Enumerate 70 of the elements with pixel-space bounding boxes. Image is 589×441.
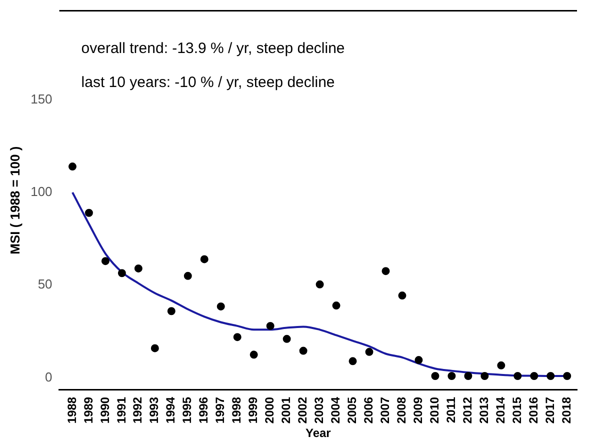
x-tick-label: 1996 <box>196 396 211 424</box>
x-tick-label: 2000 <box>262 396 277 424</box>
x-tick-label: 2006 <box>362 396 376 424</box>
point <box>332 302 340 310</box>
point <box>150 344 159 352</box>
x-tick-label: 2003 <box>312 396 326 424</box>
x-tick-label: 1994 <box>164 396 178 424</box>
x-tick-label: 1989 <box>81 396 96 424</box>
x-tick-label: 2012 <box>460 396 474 424</box>
x-tick-label: 2014 <box>493 396 508 424</box>
x-tick-label: 2011 <box>444 396 458 423</box>
point <box>464 372 472 380</box>
point <box>282 334 291 343</box>
x-tick-label: 2013 <box>476 396 491 424</box>
x-tick-label: 2001 <box>279 396 294 424</box>
y-tick-label: 0 <box>45 369 52 384</box>
x-tick-label: 1990 <box>98 396 112 424</box>
y-tick-label: 100 <box>30 184 52 200</box>
point <box>118 269 126 278</box>
y-tick-label: 150 <box>30 91 52 106</box>
x-tick-label: 2005 <box>345 396 360 424</box>
point <box>266 322 274 330</box>
point <box>216 302 225 310</box>
y-axis-title: MSI ( 1988 = 100 ) <box>7 146 22 254</box>
x-tick-label: 2015 <box>510 396 524 424</box>
x-tick-label: 2018 <box>559 396 574 424</box>
point <box>497 361 506 370</box>
point <box>382 267 390 276</box>
point <box>299 346 308 355</box>
point <box>514 372 522 380</box>
x-tick-label: 2008 <box>394 396 409 424</box>
point <box>414 356 423 364</box>
x-tick-label: 1997 <box>213 396 228 424</box>
point <box>530 372 538 380</box>
point <box>233 333 242 342</box>
x-tick-label: 2010 <box>428 396 442 424</box>
point <box>167 307 176 316</box>
point <box>480 372 489 380</box>
point <box>398 292 406 300</box>
x-tick-label: 1992 <box>130 396 145 424</box>
x-tick-label: 2002 <box>296 396 310 424</box>
x-tick-label: 1999 <box>246 396 260 424</box>
x-tick-label: 2004 <box>328 396 343 424</box>
y-tick-label: 50 <box>38 276 52 292</box>
point <box>448 372 456 380</box>
annotation: last 10 years: -10 % / yr, steep decline <box>81 74 335 91</box>
point <box>134 264 142 272</box>
x-tick-label: 1991 <box>114 396 128 424</box>
point <box>365 348 374 356</box>
x-tick-label: 1993 <box>147 396 162 424</box>
point <box>316 280 324 288</box>
point <box>200 255 208 264</box>
x-tick-label: 1998 <box>230 396 244 424</box>
x-tick-label: 2007 <box>378 396 392 424</box>
point <box>101 257 110 266</box>
point <box>546 372 555 380</box>
x-tick-label: 2009 <box>411 396 426 424</box>
point <box>348 357 357 366</box>
point <box>68 162 76 171</box>
x-axis-title: Year <box>305 426 332 440</box>
point <box>250 350 258 359</box>
x-tick-label: 2017 <box>542 396 557 424</box>
x-tick-label: 1988 <box>64 396 79 424</box>
point <box>184 272 192 280</box>
point <box>431 372 440 380</box>
annotation: overall trend: -13.9 % / yr, steep decline <box>81 40 345 57</box>
x-tick-label: 2016 <box>526 396 540 424</box>
point <box>563 372 572 380</box>
x-tick-label: 1995 <box>180 396 194 424</box>
point <box>84 208 93 217</box>
